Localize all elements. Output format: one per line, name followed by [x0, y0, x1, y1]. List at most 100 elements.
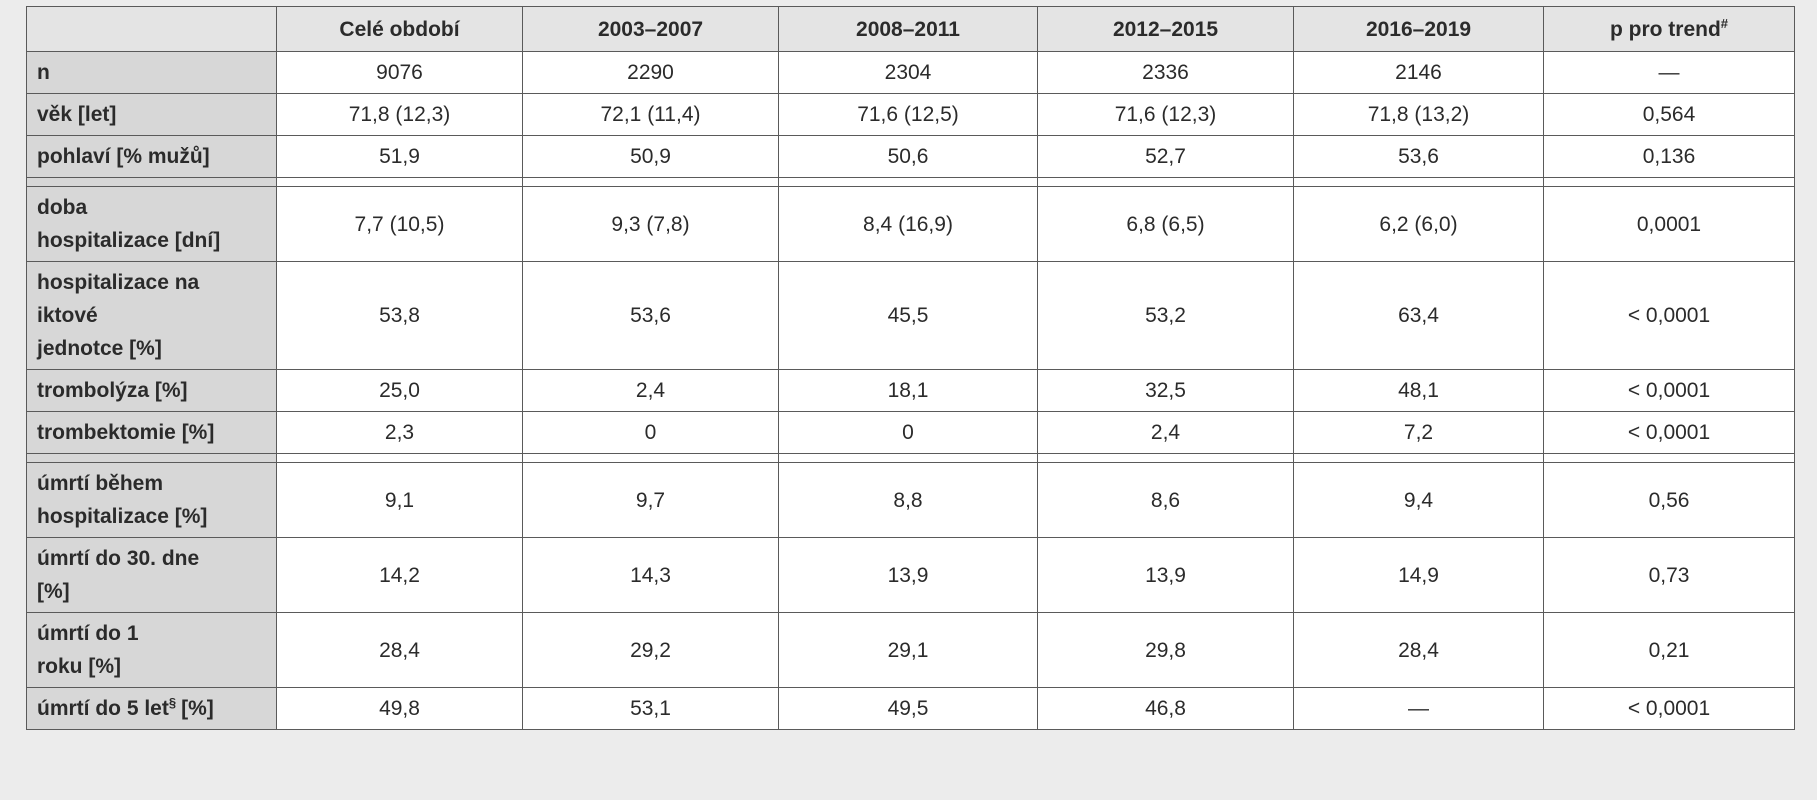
- value-cell: 9,4: [1293, 462, 1544, 538]
- value-cell: 6,8 (6,5): [1037, 186, 1294, 262]
- header-row: Celé období 2003–2007 2008–2011 2012–2015 20…: [26, 6, 1795, 52]
- corner-cell: [26, 6, 277, 52]
- spacer-cell: [522, 453, 779, 463]
- label-line: úmrtí do 30. dne: [37, 542, 266, 575]
- value-cell: 71,8 (13,2): [1293, 93, 1544, 136]
- row-label: doba hospitalizace [dní]: [26, 186, 277, 262]
- value-cell: 53,1: [522, 687, 779, 730]
- data-row: hospitalizace na iktové jednotce [%] 53,8 53…: [26, 261, 1795, 370]
- value-cell: 0,0001: [1543, 186, 1795, 262]
- label-line: hospitalizace [%]: [37, 500, 266, 533]
- spacer-cell: [1037, 177, 1294, 187]
- row-label: věk [let]: [26, 93, 277, 136]
- label-text: trombektomie [%]: [37, 421, 215, 444]
- value-cell: 2,4: [522, 369, 779, 412]
- label-line: [%]: [37, 575, 266, 608]
- value-cell: 53,8: [276, 261, 523, 370]
- column-header: 2008–2011: [778, 6, 1038, 52]
- value-cell: 29,1: [778, 612, 1038, 688]
- spacer-cell: [522, 177, 779, 187]
- value-cell: 2,3: [276, 411, 523, 454]
- label-text: pohlaví [% mužů]: [37, 145, 210, 168]
- label-line: roku [%]: [37, 650, 266, 683]
- label-line: úmrtí do 5 let§ [%]: [37, 692, 266, 725]
- value-cell: < 0,0001: [1543, 411, 1795, 454]
- value-cell: 9076: [276, 51, 523, 94]
- value-cell: 50,6: [778, 135, 1038, 178]
- value-cell: 2336: [1037, 51, 1294, 94]
- value-cell: 32,5: [1037, 369, 1294, 412]
- value-cell: 2146: [1293, 51, 1544, 94]
- column-title: 2016–2019: [1365, 17, 1472, 41]
- column-header: 2016–2019: [1293, 6, 1544, 52]
- value-cell: 53,2: [1037, 261, 1294, 370]
- value-cell: < 0,0001: [1543, 369, 1795, 412]
- row-label: trombolýza [%]: [26, 369, 277, 412]
- label-text: věk [let]: [37, 103, 117, 126]
- spacer-cell: [1293, 177, 1544, 187]
- value-cell: 49,8: [276, 687, 523, 730]
- value-cell: 0,56: [1543, 462, 1795, 538]
- label-line: úmrtí během: [37, 467, 266, 500]
- data-table: Celé období 2003–2007 2008–2011 2012–2015 20…: [26, 6, 1795, 730]
- label-text: doba: [37, 196, 88, 219]
- value-cell: 63,4: [1293, 261, 1544, 370]
- value-cell: 2304: [778, 51, 1038, 94]
- row-label: úmrtí do 1 roku [%]: [26, 612, 277, 688]
- value-cell: 50,9: [522, 135, 779, 178]
- value-cell: 0,73: [1543, 537, 1795, 613]
- label-text: hospitalizace na: [37, 271, 200, 294]
- value-cell: 28,4: [276, 612, 523, 688]
- label-suffix: [%]: [181, 697, 214, 720]
- value-cell: 0: [778, 411, 1038, 454]
- label-line: úmrtí do 1: [37, 617, 266, 650]
- label-text: trombolýza [%]: [37, 379, 188, 402]
- value-cell: 9,7: [522, 462, 779, 538]
- value-cell: 2290: [522, 51, 779, 94]
- column-title: 2012–2015: [1112, 17, 1219, 41]
- footnote-mark: #: [1720, 15, 1729, 31]
- row-label: úmrtí během hospitalizace [%]: [26, 462, 277, 538]
- label-text: jednotce [%]: [37, 337, 162, 360]
- label-line: n: [37, 56, 266, 89]
- value-cell: 0,136: [1543, 135, 1795, 178]
- row-label: trombektomie [%]: [26, 411, 277, 454]
- value-cell: 28,4: [1293, 612, 1544, 688]
- value-cell: 71,8 (12,3): [276, 93, 523, 136]
- value-cell: 71,6 (12,3): [1037, 93, 1294, 136]
- data-row: úmrtí do 30. dne [%] 14,2 14,3 13,9 13,9 14,9 0…: [26, 537, 1795, 613]
- value-cell: 8,8: [778, 462, 1038, 538]
- row-label: úmrtí do 30. dne [%]: [26, 537, 277, 613]
- label-line: pohlaví [% mužů]: [37, 140, 266, 173]
- value-cell: 48,1: [1293, 369, 1544, 412]
- data-row: úmrtí do 5 let§ [%] 49,8 53,1 49,5 46,8— < 0,0…: [26, 687, 1795, 730]
- label-text: úmrtí do 30. dne: [37, 547, 200, 570]
- column-header: p pro trend#: [1543, 6, 1795, 52]
- data-row: n 9076 2290 2304 2336 2146—: [26, 51, 1795, 94]
- value-cell: 52,7: [1037, 135, 1294, 178]
- value-cell: 13,9: [778, 537, 1038, 613]
- label-text: [%]: [37, 580, 70, 603]
- label-text: hospitalizace [%]: [37, 505, 208, 528]
- data-row: pohlaví [% mužů] 51,9 50,9 50,6 52,7 53,6 0,13…: [26, 135, 1795, 178]
- label-line: jednotce [%]: [37, 332, 266, 365]
- label-text: úmrtí do 1: [37, 622, 139, 645]
- value-cell: 14,3: [522, 537, 779, 613]
- label-text: roku [%]: [37, 655, 121, 678]
- label-text: úmrtí do 5 let: [37, 697, 169, 720]
- spacer-cell: [778, 177, 1038, 187]
- value-cell: 29,8: [1037, 612, 1294, 688]
- spacer-cell: [1293, 453, 1544, 463]
- spacer-cell: [1543, 177, 1795, 187]
- value-cell: 14,2: [276, 537, 523, 613]
- column-title: p pro trend: [1609, 17, 1721, 41]
- label-text: n: [37, 61, 50, 84]
- column-title: Celé období: [339, 17, 460, 41]
- value-cell: 13,9: [1037, 537, 1294, 613]
- value-cell: 71,6 (12,5): [778, 93, 1038, 136]
- spacer-label: [26, 453, 277, 463]
- spacer-cell: [1543, 453, 1795, 463]
- value-cell: 51,9: [276, 135, 523, 178]
- table-body: n 9076 2290 2304 2336 2146— věk [let] 71,8 (12,…: [26, 51, 1795, 730]
